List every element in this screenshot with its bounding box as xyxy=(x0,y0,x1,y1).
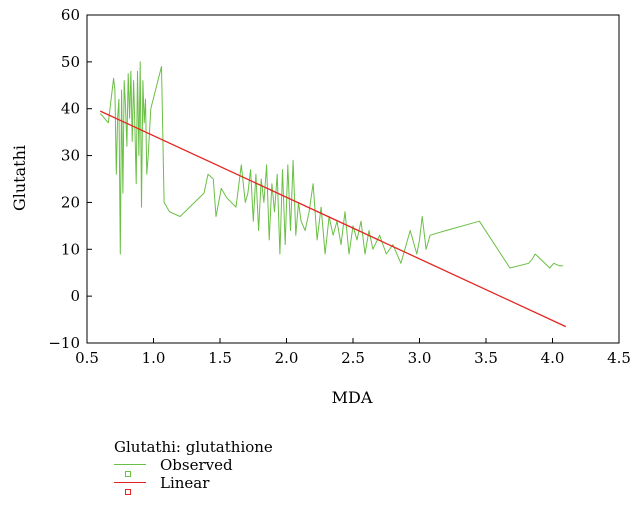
x-tick-label: 2.5 xyxy=(341,349,365,367)
x-tick-label: 3.0 xyxy=(408,349,432,367)
x-tick-label: 0.5 xyxy=(75,349,99,367)
plot-area xyxy=(86,14,620,344)
legend-marker-linear xyxy=(125,489,131,495)
x-tick-label: 4.0 xyxy=(541,349,565,367)
y-tick-label: 60 xyxy=(61,6,80,24)
x-tick-label: 3.5 xyxy=(474,349,498,367)
y-tick-label: 50 xyxy=(61,53,80,71)
x-tick-label: 1.0 xyxy=(142,349,166,367)
x-axis: 0.5 1.0 1.5 2.0 2.5 3.0 3.5 4.0 4.5 xyxy=(75,338,631,367)
plot-border xyxy=(86,14,620,344)
legend-label-linear: Linear xyxy=(160,474,210,492)
x-axis-label: MDA xyxy=(332,388,373,407)
x-tick-label: 2.0 xyxy=(275,349,299,367)
y-tick-label: 30 xyxy=(61,147,80,165)
y-tick-label: 0 xyxy=(70,287,80,305)
legend-item-linear: Linear xyxy=(114,474,273,495)
legend-label-observed: Observed xyxy=(160,456,233,474)
observed-series-line xyxy=(99,61,564,269)
legend-line-linear xyxy=(114,482,146,483)
legend-item-observed: Observed xyxy=(114,456,273,477)
linear-fit-line xyxy=(100,110,567,328)
y-axis: −10 0 10 20 30 40 50 60 xyxy=(48,6,92,352)
x-tick-label: 4.5 xyxy=(607,349,631,367)
legend: Glutathi: glutathione Observed Linear xyxy=(114,438,273,495)
y-axis-label: Glutathi xyxy=(10,145,29,211)
y-tick-label: −10 xyxy=(48,334,80,352)
legend-line-observed xyxy=(114,464,146,465)
x-tick-label: 1.5 xyxy=(208,349,232,367)
y-tick-label: 40 xyxy=(61,100,80,118)
legend-title: Glutathi: glutathione xyxy=(114,438,273,456)
y-tick-label: 10 xyxy=(61,240,80,258)
legend-marker-observed xyxy=(125,471,131,477)
series-layer xyxy=(99,61,567,328)
y-tick-label: 20 xyxy=(61,193,80,211)
